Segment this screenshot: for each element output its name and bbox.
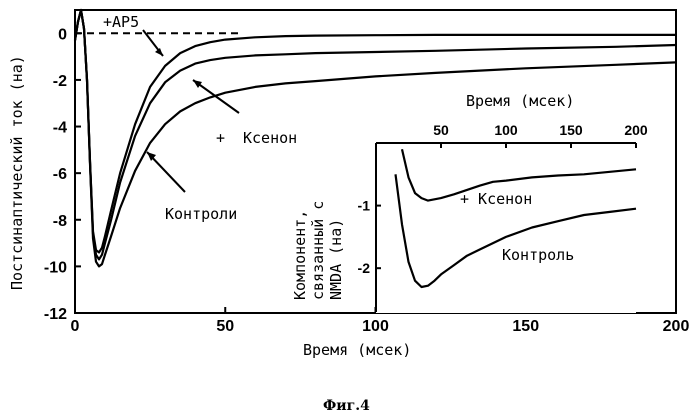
inset-background [376,143,636,313]
inset-x-tick-label: 50 [433,122,449,138]
main-x-tick-label: 200 [663,318,690,335]
main-y-tick-label: -10 [44,259,67,276]
inset-y-tick-label: -1 [358,198,371,214]
main-y-tick-label: -6 [53,166,67,183]
inset-annotation-xenon: + Ксенон [460,190,532,208]
main-y-tick-label: -8 [53,213,67,230]
arrow-ap5-head [155,48,163,56]
main-x-axis-label: Время (мсек) [303,341,411,359]
figure-caption: Фиг.4 [323,398,370,414]
main-y-axis-label: Постсинаптический ток (на) [8,55,26,290]
inset-x-tick-label: 200 [624,122,648,138]
main-x-tick-label: 100 [362,318,389,335]
main-x-tick-label: 0 [71,318,80,335]
main-x-tick-label: 150 [512,318,539,335]
main-y-tick-label: -2 [53,73,67,90]
inset-y-axis-label-line3: NMDA (на) [327,219,345,300]
inset-y-tick-label: -2 [358,260,371,276]
inset-annotation-control: Контроль [502,246,574,264]
inset-x-tick-label: 150 [559,122,583,138]
annotation-control: Контроли [165,205,237,223]
main-x-tick-label: 50 [216,318,234,335]
annotation-xenon-plus: + [216,129,225,147]
inset-x-tick-label: 100 [494,122,518,138]
inset-x-axis-label: Время (мсек) [466,92,574,110]
inset-y-axis-label-line2: связанный с [309,201,327,300]
annotation-ap5: +AP5 [103,13,139,31]
main-y-tick-label: -4 [53,120,67,137]
annotation-xenon: Ксенон [243,129,297,147]
inset-y-axis-label-line1: Компонент, [291,210,309,300]
main-y-tick-label: 0 [58,26,67,43]
main-y-tick-label: -12 [44,306,67,323]
arrow-xenon-head [193,80,202,88]
